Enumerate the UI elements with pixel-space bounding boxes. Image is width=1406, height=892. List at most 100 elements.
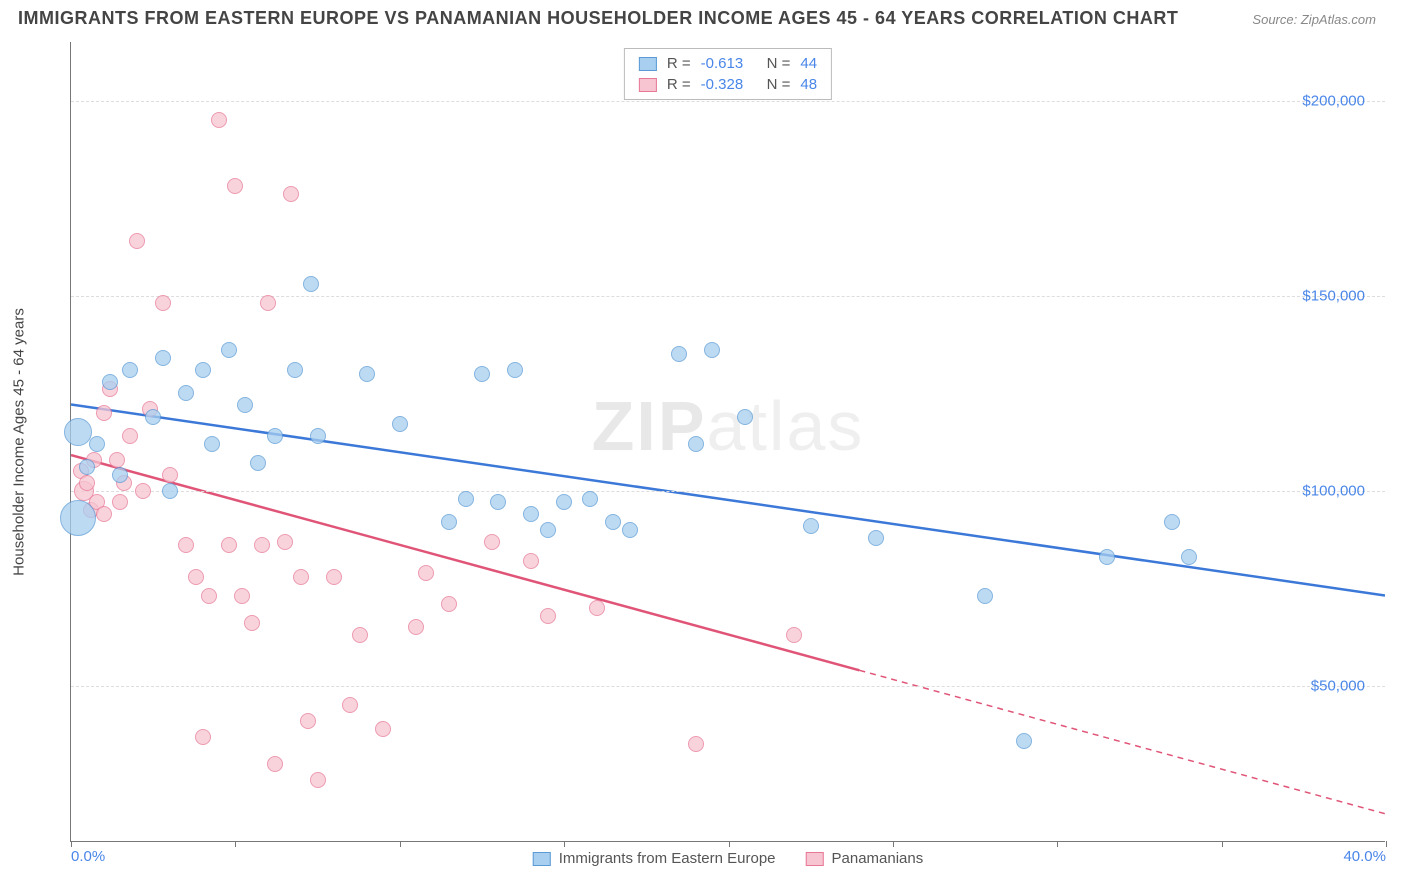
point-panamanian	[211, 112, 227, 128]
x-axis-label: 0.0%	[71, 848, 105, 865]
point-panamanian	[352, 627, 368, 643]
point-eastern-europe	[1181, 549, 1197, 565]
x-tick	[235, 841, 236, 847]
point-eastern-europe	[671, 346, 687, 362]
point-panamanian	[96, 506, 112, 522]
x-tick	[71, 841, 72, 847]
point-panamanian	[342, 697, 358, 713]
point-eastern-europe	[1016, 733, 1032, 749]
stats-legend: R =-0.613N =44R =-0.328N =48	[624, 48, 832, 100]
source-attribution: Source: ZipAtlas.com	[1252, 12, 1376, 27]
stats-row-eastern_europe: R = -0.613 N = 44	[625, 53, 831, 74]
legend-label: Panamanians	[832, 850, 924, 867]
point-eastern-europe	[155, 350, 171, 366]
point-eastern-europe	[688, 436, 704, 452]
point-panamanian	[162, 467, 178, 483]
point-panamanian	[178, 537, 194, 553]
point-panamanian	[441, 596, 457, 612]
point-panamanian	[227, 178, 243, 194]
legend-item-panamanians: Panamanians	[806, 850, 924, 867]
point-eastern-europe	[582, 491, 598, 507]
point-eastern-europe	[622, 522, 638, 538]
point-eastern-europe	[1099, 549, 1115, 565]
point-eastern-europe	[490, 494, 506, 510]
point-panamanian	[300, 713, 316, 729]
swatch-eastern_europe	[639, 57, 657, 71]
r-value: -0.328	[701, 76, 757, 93]
point-eastern-europe	[237, 397, 253, 413]
point-panamanian	[688, 736, 704, 752]
point-eastern-europe	[89, 436, 105, 452]
point-eastern-europe	[977, 588, 993, 604]
point-panamanian	[326, 569, 342, 585]
point-eastern-europe	[359, 366, 375, 382]
x-tick	[893, 841, 894, 847]
point-panamanian	[155, 295, 171, 311]
point-eastern-europe	[79, 459, 95, 475]
point-eastern-europe	[441, 514, 457, 530]
legend-swatch-eastern_europe	[533, 852, 551, 866]
point-panamanian	[293, 569, 309, 585]
point-eastern-europe	[458, 491, 474, 507]
point-eastern-europe	[64, 418, 92, 446]
point-eastern-europe	[1164, 514, 1180, 530]
point-eastern-europe	[178, 385, 194, 401]
x-tick	[729, 841, 730, 847]
n-value: 44	[800, 55, 817, 72]
point-panamanian	[589, 600, 605, 616]
point-panamanian	[484, 534, 500, 550]
swatch-panamanians	[639, 78, 657, 92]
plot-wrap: Householder Income Ages 45 - 64 years ZI…	[55, 42, 1385, 842]
point-eastern-europe	[507, 362, 523, 378]
y-tick-label: $150,000	[1302, 287, 1365, 304]
y-tick-label: $100,000	[1302, 482, 1365, 499]
point-panamanian	[195, 729, 211, 745]
point-panamanian	[79, 475, 95, 491]
point-panamanian	[188, 569, 204, 585]
r-value: -0.613	[701, 55, 757, 72]
point-eastern-europe	[392, 416, 408, 432]
point-eastern-europe	[556, 494, 572, 510]
r-label: R =	[667, 76, 691, 93]
point-eastern-europe	[523, 506, 539, 522]
point-panamanian	[234, 588, 250, 604]
point-eastern-europe	[310, 428, 326, 444]
y-axis-label: Householder Income Ages 45 - 64 years	[11, 308, 28, 576]
point-panamanian	[375, 721, 391, 737]
point-panamanian	[109, 452, 125, 468]
chart-title: IMMIGRANTS FROM EASTERN EUROPE VS PANAMA…	[18, 8, 1178, 29]
x-tick	[1386, 841, 1387, 847]
point-panamanian	[786, 627, 802, 643]
point-eastern-europe	[204, 436, 220, 452]
point-eastern-europe	[803, 518, 819, 534]
trend-line-panamanians	[71, 455, 859, 670]
x-tick	[400, 841, 401, 847]
point-eastern-europe	[60, 500, 96, 536]
point-panamanian	[540, 608, 556, 624]
point-panamanian	[112, 494, 128, 510]
point-panamanian	[408, 619, 424, 635]
stats-row-panamanians: R =-0.328N =48	[625, 74, 831, 95]
r-label: R =	[667, 55, 691, 72]
n-label: N =	[767, 55, 791, 72]
legend-label: Immigrants from Eastern Europe	[559, 850, 776, 867]
point-panamanian	[283, 186, 299, 202]
legend-item-eastern_europe: Immigrants from Eastern Europe	[533, 850, 776, 867]
gridline	[71, 101, 1385, 102]
point-eastern-europe	[250, 455, 266, 471]
point-panamanian	[96, 405, 112, 421]
point-eastern-europe	[145, 409, 161, 425]
point-panamanian	[122, 428, 138, 444]
x-tick	[1222, 841, 1223, 847]
plot-area: ZIPatlas R =-0.613N =44R =-0.328N =48 Im…	[70, 42, 1385, 842]
point-panamanian	[310, 772, 326, 788]
n-value: 48	[800, 76, 817, 93]
bottom-legend: Immigrants from Eastern Europe Panamanian…	[533, 850, 923, 867]
point-eastern-europe	[267, 428, 283, 444]
point-eastern-europe	[704, 342, 720, 358]
point-panamanian	[523, 553, 539, 569]
point-panamanian	[221, 537, 237, 553]
gridline	[71, 686, 1385, 687]
point-panamanian	[201, 588, 217, 604]
point-eastern-europe	[162, 483, 178, 499]
